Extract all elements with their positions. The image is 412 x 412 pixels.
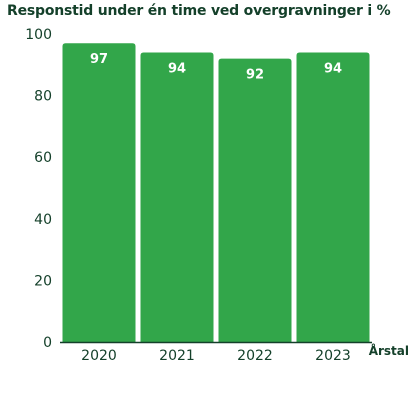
bar-2020 — [62, 43, 136, 343]
y-tick-label: 60 — [34, 150, 52, 166]
y-tick-label: 40 — [34, 212, 52, 228]
bars: 97 94 92 94 — [62, 43, 370, 343]
y-axis-ticks: 0 20 40 60 80 100 — [25, 27, 52, 351]
y-tick-label: 20 — [34, 273, 52, 289]
x-axis-title: Årstal — [369, 343, 409, 358]
y-tick-label: 100 — [25, 27, 52, 43]
bar-2021 — [140, 52, 214, 342]
x-tick-label: 2022 — [237, 348, 273, 364]
x-tick-label: 2020 — [81, 348, 117, 364]
bar-data-label: 92 — [246, 68, 264, 83]
bar-data-label: 94 — [324, 61, 342, 76]
chart-title: Responstid under én time ved overgravnin… — [7, 3, 391, 19]
bar-data-label: 94 — [168, 61, 186, 76]
x-axis-ticks: 2020 2021 2022 2023 — [81, 348, 351, 364]
bar-2023 — [296, 52, 370, 342]
bar-2022 — [218, 58, 292, 342]
y-tick-label: 0 — [43, 335, 52, 351]
bar-data-label: 97 — [90, 52, 108, 67]
x-tick-label: 2021 — [159, 348, 195, 364]
y-tick-label: 80 — [34, 89, 52, 105]
x-tick-label: 2023 — [315, 348, 351, 364]
